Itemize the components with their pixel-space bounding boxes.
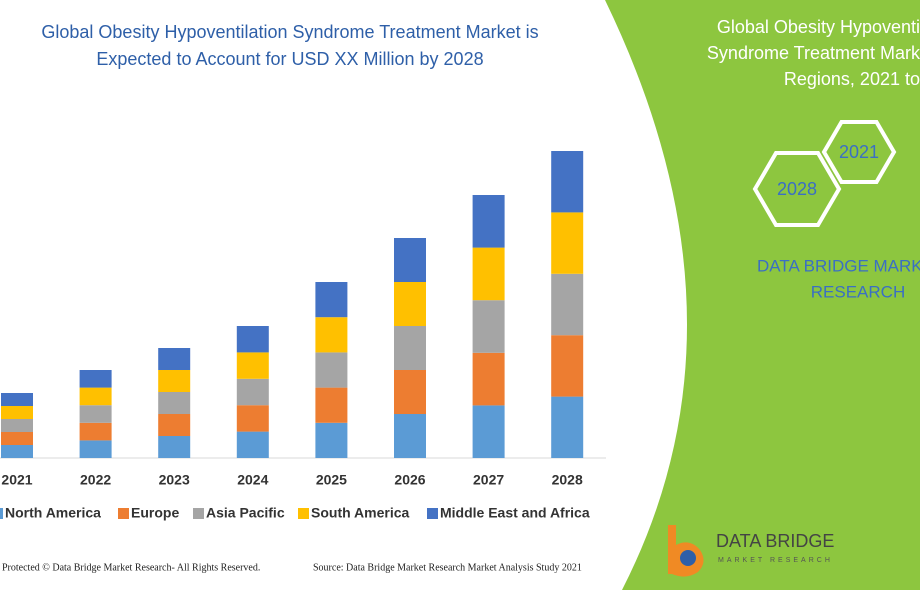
x-tick-label: 2028 — [552, 472, 583, 488]
x-tick-label: 2027 — [473, 472, 504, 488]
logo-name: DATA BRIDGE — [716, 531, 834, 551]
bar-segment — [1, 406, 33, 419]
bar-segment — [551, 273, 584, 336]
bar-segment — [472, 405, 505, 458]
bar-segment — [394, 238, 426, 282]
x-tick-label: 2022 — [80, 472, 111, 488]
panel-heading: Global Obesity Hypoventi — [717, 17, 920, 37]
bar-segment — [472, 247, 505, 301]
source: Source: Data Bridge Market Research Mark… — [313, 562, 582, 573]
x-tick-label: 2021 — [1, 472, 32, 488]
bar-segment — [79, 422, 112, 441]
panel-brand: RESEARCH — [811, 282, 905, 301]
bar-segment — [394, 326, 426, 370]
bar-segment — [315, 282, 348, 318]
legend-label: Asia Pacific — [206, 505, 285, 521]
legend-label: North America — [5, 505, 101, 521]
panel-heading: Regions, 2021 to — [784, 69, 920, 89]
bar-segment — [79, 387, 112, 406]
bar-segment — [1, 432, 33, 445]
legend-swatch — [298, 508, 309, 519]
bar-segment — [551, 212, 584, 274]
bar-segment — [394, 370, 426, 414]
bar-segment — [472, 300, 505, 353]
bar-segment — [394, 282, 426, 326]
bar-segment — [158, 348, 191, 370]
logo-icon — [680, 550, 696, 566]
x-tick-label: 2025 — [316, 472, 347, 488]
bar-segment — [236, 431, 269, 458]
x-tick-label: 2024 — [237, 472, 268, 488]
bar-segment — [551, 396, 584, 458]
panel-heading: Syndrome Treatment Mark — [707, 43, 920, 63]
hexagon — [752, 151, 842, 227]
hexagon-label: 2021 — [839, 142, 879, 162]
bar-segment — [79, 370, 112, 388]
x-tick-label: 2026 — [394, 472, 425, 488]
bar-segment — [236, 378, 269, 406]
bar-segment — [315, 387, 348, 423]
chart-title: Global Obesity Hypoventilation Syndrome … — [41, 22, 538, 42]
bar-segment — [1, 419, 33, 432]
bar-segment — [394, 414, 426, 458]
legend-swatch — [193, 508, 204, 519]
side-panel — [605, 0, 920, 590]
bar-segment — [315, 317, 348, 353]
logo-tagline: MARKET RESEARCH — [718, 557, 833, 564]
bar-segment — [79, 440, 112, 458]
chart-title: Expected to Account for USD XX Million b… — [96, 49, 483, 69]
bar-segment — [551, 335, 584, 397]
panel-brand: DATA BRIDGE MARK — [757, 256, 920, 275]
bar-segment — [158, 392, 191, 414]
bar-segment — [315, 422, 348, 458]
bar-segment — [79, 405, 112, 423]
bar-segment — [1, 445, 33, 458]
bar-segment — [315, 352, 348, 388]
legend-label: South America — [311, 505, 409, 521]
bar-segment — [158, 414, 191, 436]
bar-segment — [236, 352, 269, 379]
bar-segment — [472, 195, 505, 248]
hexagon-label: 2028 — [777, 179, 817, 199]
bar-segment — [551, 151, 584, 213]
bar-segment — [236, 326, 269, 353]
legend-swatch — [0, 508, 3, 519]
legend-label: Europe — [131, 505, 179, 521]
bar-segment — [158, 370, 191, 392]
x-tick-label: 2023 — [159, 472, 190, 488]
copyright: Protected © Data Bridge Market Research-… — [2, 562, 260, 573]
bar-segment — [1, 393, 33, 406]
bar-segment — [472, 352, 505, 406]
hexagon — [821, 120, 897, 184]
legend-swatch — [118, 508, 129, 519]
legend-label: Middle East and Africa — [440, 505, 590, 521]
legend-swatch — [427, 508, 438, 519]
bar-segment — [158, 436, 191, 458]
bar-segment — [236, 405, 269, 432]
logo: DATA BRIDGE MARKET RESEARCH — [668, 525, 834, 577]
